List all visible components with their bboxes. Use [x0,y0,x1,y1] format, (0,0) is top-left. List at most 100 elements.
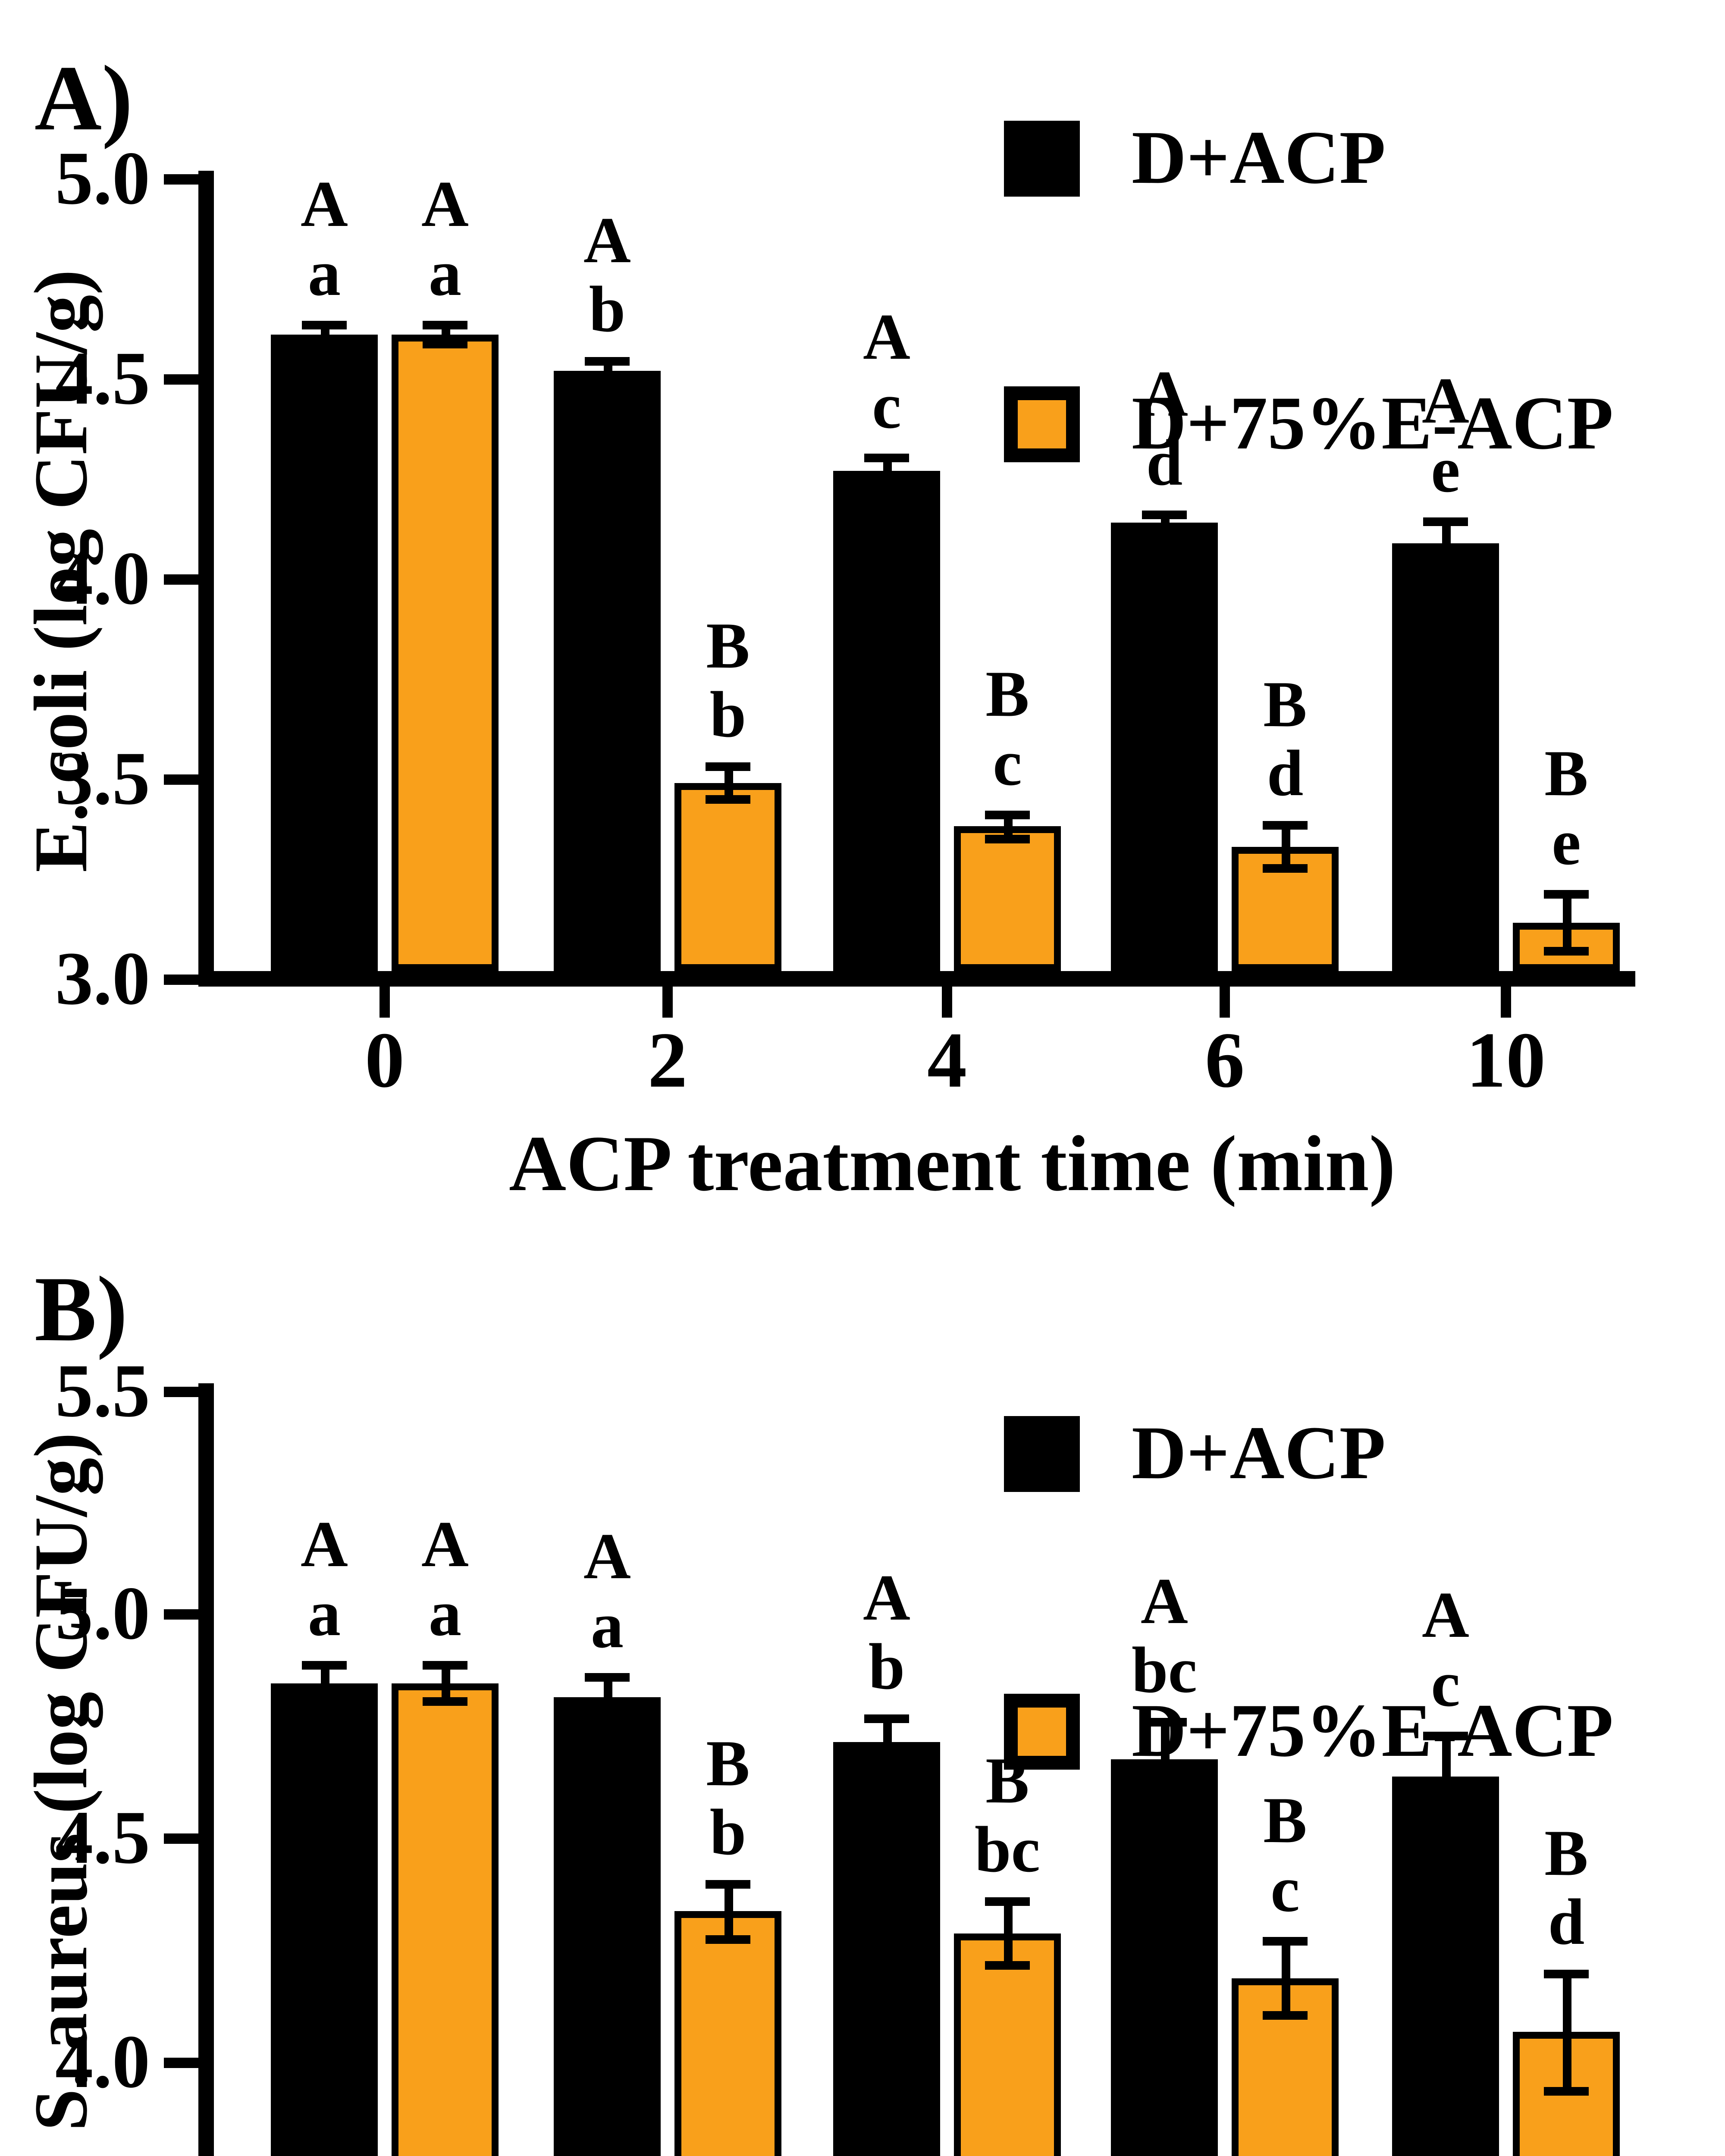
error-bar-cap-bottom [1544,947,1589,956]
x-tick [1220,987,1230,1018]
y-tick-label: 4.5 [55,1796,150,1880]
error-bar-line [724,1884,732,1939]
error-bar-cap-top [1263,821,1308,830]
x-tick-label: 10 [1466,1016,1546,1104]
y-tick-label: 3.5 [55,736,150,820]
error-bar-cap-top [985,1897,1030,1906]
error-bar-line [1003,815,1012,839]
x-axis-line [198,971,1635,987]
error-bar-line [724,767,732,799]
bar-d-75e-acp [954,827,1061,971]
significance-letter-lower: b [709,1796,746,1869]
bar-d-acp [1392,543,1499,971]
error-bar-cap-bottom [585,1711,630,1720]
significance-letter-upper: A [421,169,469,242]
error-bar-cap-bottom [1423,1814,1468,1823]
x-tick [942,987,952,1018]
error-bar-cap-bottom [1263,2011,1308,2020]
error-bar-line [441,326,449,343]
significance-letter-lower: e [1431,435,1460,508]
error-bar-line [1281,1943,1289,2015]
significance-letter-lower: c [1431,1649,1460,1722]
significance-letter-upper: A [583,1522,631,1595]
legend-swatch-d-75e-acp [1004,386,1080,462]
bar-d-acp [271,1683,378,2156]
significance-letter-upper: A [1422,1580,1469,1653]
error-bar-cap-top [706,761,750,771]
error-bar-cap-bottom [985,835,1030,844]
significance-letter-upper: A [301,169,348,242]
significance-letter-upper: A [863,1562,910,1635]
bar-d-75e-acp [392,1683,499,2156]
significance-letter-upper: A [1141,1567,1188,1639]
error-bar-line [1441,523,1450,563]
bar-d-75e-acp [954,1934,1061,2156]
bar-d-acp [1111,1759,1218,2156]
error-bar-cap-top [985,810,1030,819]
error-bar-cap-top [1142,1718,1187,1727]
significance-letter-upper: A [1422,366,1469,439]
error-bar-cap-top [423,321,467,330]
error-bar-cap-top [1423,1732,1468,1741]
error-bar-line [882,459,891,483]
significance-letter-upper: B [1544,1817,1588,1890]
bar-d-acp [554,371,661,971]
significance-letter-upper: B [706,1727,750,1800]
error-bar-line [1562,895,1571,951]
significance-letter-lower: d [1146,427,1183,500]
error-bar-cap-top [706,1879,750,1888]
x-tick [662,987,673,1018]
y-tick-label: 4.5 [55,335,150,420]
error-bar-cap-top [864,1714,909,1723]
y-tick-label: 4.0 [55,2019,150,2104]
y-tick-label: 4.0 [55,536,150,620]
error-bar-cap-top [585,357,630,367]
error-bar-line [882,1719,891,1764]
legend-label-d-75e-acp: D+75%E-ACP [1132,381,1614,466]
error-bar-cap-bottom [423,339,467,348]
significance-letter-upper: A [583,206,631,279]
significance-letter-lower: a [590,1591,624,1664]
error-bar-line [1281,827,1289,867]
error-bar-cap-bottom [706,1935,750,1944]
error-bar-line [603,1679,612,1715]
error-bar-line [1160,1724,1169,1796]
x-tick-label: 4 [927,1016,967,1104]
y-tick [164,974,198,984]
error-bar-line [1160,515,1169,531]
significance-letter-lower: b [868,1631,905,1704]
y-tick-label: 5.0 [55,1572,150,1657]
significance-letter-upper: A [301,1508,348,1581]
significance-letter-upper: A [863,302,910,375]
legend-swatch-d-acp [1004,121,1080,197]
significance-letter-upper: B [985,658,1029,731]
y-tick [164,1610,198,1620]
panel-a-letter: A) [34,47,133,150]
significance-letter-upper: B [985,1745,1029,1818]
bar-d-acp [1392,1777,1499,2156]
error-bar-line [320,1665,329,1702]
bar-d-acp [1111,523,1218,971]
y-tick-label: 5.5 [55,1348,150,1432]
y-tick [164,173,198,184]
x-tick [1501,987,1511,1018]
error-bar-cap-bottom [706,795,750,804]
error-bar-cap-bottom [985,1962,1030,1971]
error-bar-cap-top [423,1660,467,1669]
error-bar-cap-top [302,321,347,330]
bar-d-75e-acp [674,783,781,971]
